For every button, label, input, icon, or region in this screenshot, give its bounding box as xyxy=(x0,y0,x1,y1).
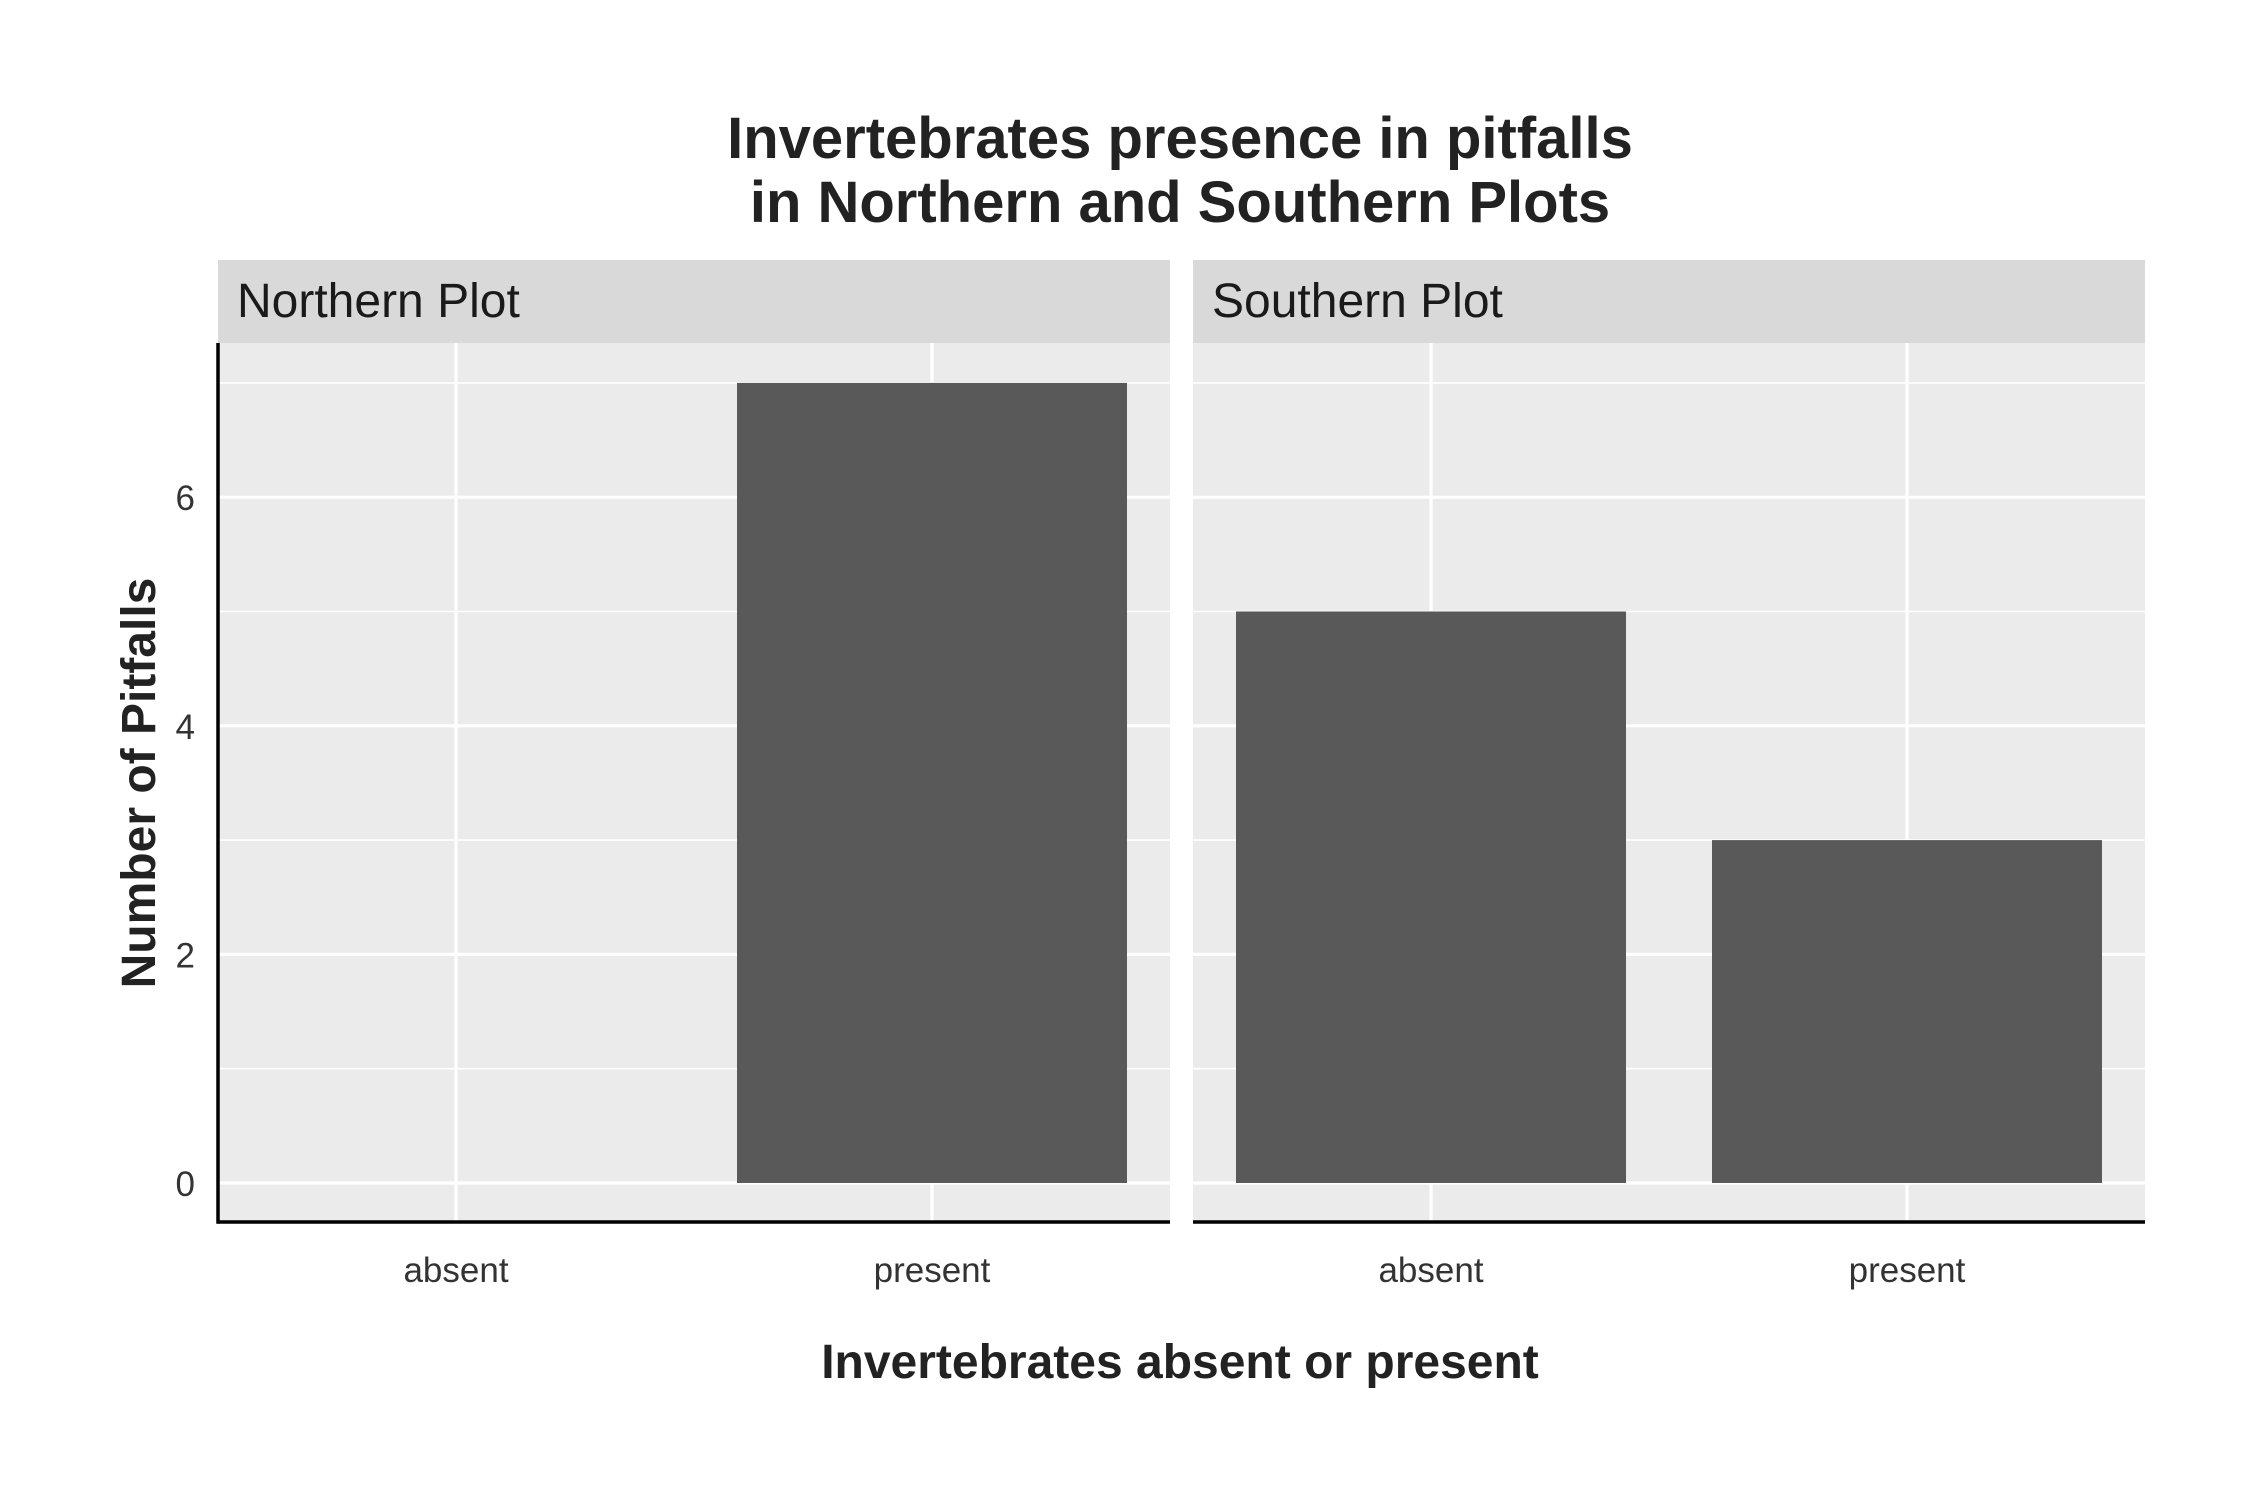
facet-strip-southern-plot xyxy=(1193,260,2145,343)
facet-strip-northern-plot xyxy=(218,260,1170,343)
y-tick-label: 6 xyxy=(176,479,195,518)
bar-northern-plot-present xyxy=(737,382,1127,1183)
x-axis-title: Invertebrates absent or present xyxy=(821,1336,1539,1389)
y-tick-label: 4 xyxy=(176,708,195,747)
bar-southern-plot-absent xyxy=(1236,611,1626,1183)
x-tick-label-southern-plot: present xyxy=(1849,1251,1966,1290)
y-axis-ticks: 0 2 4 6 xyxy=(176,479,195,1204)
x-tick-label-northern-plot: present xyxy=(874,1251,991,1290)
y-tick-label: 0 xyxy=(176,1165,195,1204)
facet-panels: Northern Plot Southern Plot xyxy=(218,260,2145,1222)
x-tick-label-southern-plot: absent xyxy=(1378,1251,1483,1290)
facet-strip-label-southern-plot: Southern Plot xyxy=(1212,275,1503,328)
bar-southern-plot-present xyxy=(1712,840,2102,1183)
chart-title-line-1: Invertebrates presence in pitfalls xyxy=(727,106,1633,171)
y-tick-label: 2 xyxy=(176,936,195,975)
chart-title-line-2: in Northern and Southern Plots xyxy=(750,170,1610,235)
facet-strip-label-northern-plot: Northern Plot xyxy=(237,275,520,328)
axis-lines: absent present absent present xyxy=(216,343,2145,1290)
y-axis-title: Number of Pitfalls xyxy=(113,578,166,989)
x-tick-label-northern-plot: absent xyxy=(403,1251,508,1290)
